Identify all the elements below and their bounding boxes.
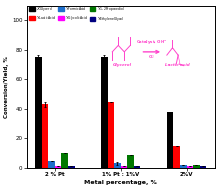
Bar — [134, 166, 140, 168]
Bar — [114, 163, 121, 168]
Bar — [200, 166, 206, 168]
Bar — [35, 57, 42, 168]
Bar — [68, 166, 75, 168]
Bar — [55, 166, 62, 168]
Text: Glycerol: Glycerol — [113, 64, 132, 67]
Bar — [173, 146, 180, 168]
Bar — [42, 105, 48, 168]
Text: O$_2$: O$_2$ — [148, 53, 155, 61]
Bar — [101, 57, 108, 168]
Bar — [108, 101, 114, 168]
Bar — [180, 165, 187, 168]
X-axis label: Metal percentage, %: Metal percentage, % — [84, 180, 157, 185]
Bar — [62, 153, 68, 168]
Y-axis label: Conversion/Yield, %: Conversion/Yield, % — [4, 56, 9, 118]
Bar — [127, 155, 134, 168]
Text: Catalyst, OH$^{-}$: Catalyst, OH$^{-}$ — [136, 38, 168, 46]
Text: Lactic acid: Lactic acid — [165, 64, 190, 67]
Bar — [48, 160, 55, 168]
Legend: $X_{\mathrm{Glycerol}}$, $Y_{\mathrm{Lactic Acid}}$, $Y_{\mathrm{Formic Acid}}$,: $X_{\mathrm{Glycerol}}$, $Y_{\mathrm{Lac… — [28, 4, 126, 25]
Bar — [187, 166, 193, 168]
Bar — [193, 165, 200, 168]
Bar — [121, 166, 127, 168]
Bar — [167, 112, 173, 168]
